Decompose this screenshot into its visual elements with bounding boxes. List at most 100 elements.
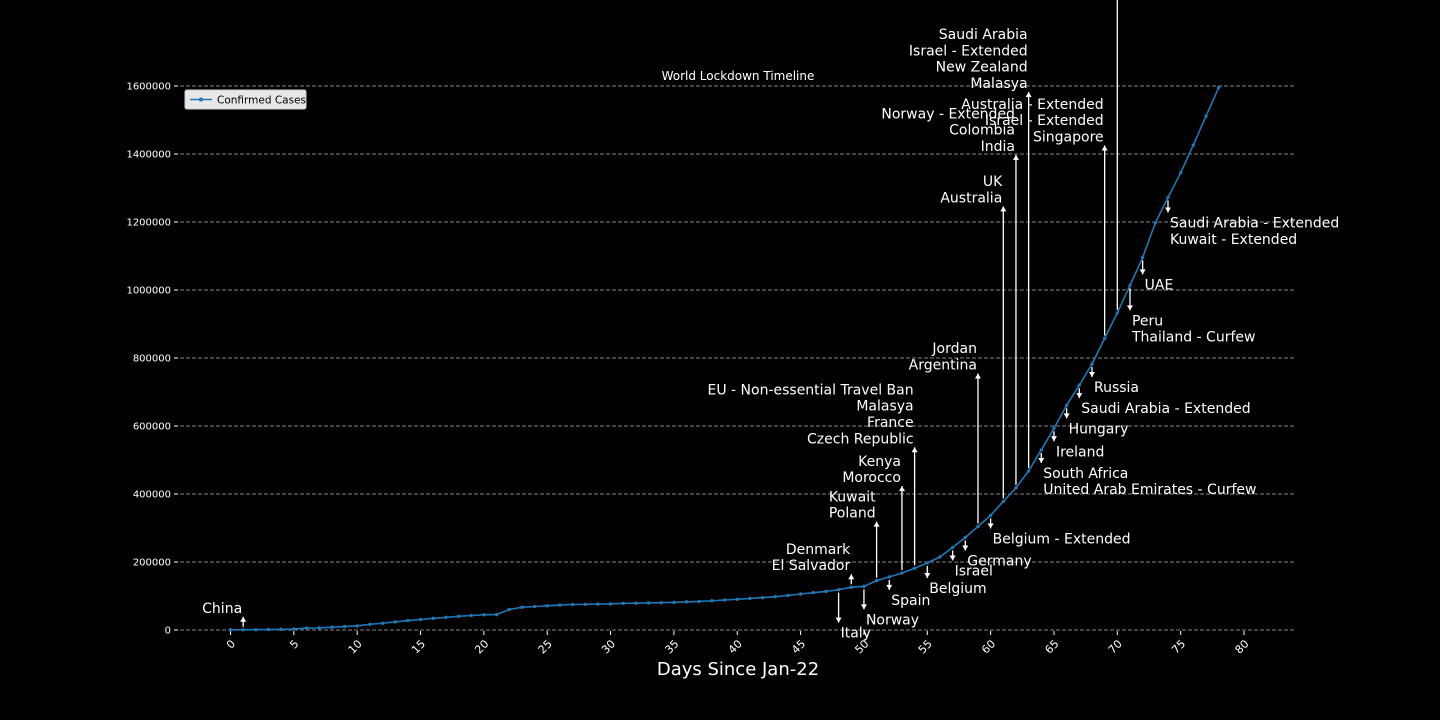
data-point [508,608,511,611]
annotation-arrowhead [924,573,930,578]
x-tick-label: 55 [916,637,935,656]
annotation-label: Ireland [1056,444,1104,460]
annotation-label: Russia [1094,380,1139,396]
data-point [355,624,358,627]
annotation-label: Morocco [842,470,901,486]
data-point [1154,221,1157,224]
annotation-label: Hungary [1069,421,1129,437]
data-point [432,617,435,620]
y-tick-label: 600000 [133,422,171,433]
annotation-label: Kuwait [829,489,876,505]
annotation-label: Czech Republic [807,431,914,447]
annotation-arrowhead [1102,145,1108,150]
annotation-arrowhead [861,604,867,609]
annotation-arrowhead [912,447,918,452]
series-layer [229,86,1221,632]
data-point [229,628,232,631]
annotation-label: UK [983,174,1003,190]
annotation-label: India [981,139,1015,155]
data-point [267,628,270,631]
annotation-arrowhead [1064,413,1070,418]
data-point [254,628,257,631]
annotation-arrowhead [1127,305,1133,310]
x-tick-label: 80 [1232,637,1251,656]
y-tick-label: 1400000 [126,150,171,161]
data-point [938,555,941,558]
annotation-arrowhead [886,585,892,590]
annotation-label: Israel - Extended [985,113,1104,129]
x-tick-label: 10 [346,637,365,656]
annotation-label: France [867,415,914,431]
data-point [786,594,789,597]
data-point [698,600,701,603]
y-tick-label: 800000 [133,354,171,365]
data-point [850,586,853,589]
annotation-arrowhead [1089,372,1095,377]
annotation-label: Germany [967,553,1031,569]
data-point [1090,362,1093,365]
data-point [419,618,422,621]
data-point [1166,196,1169,199]
annotation-label: Denmark [786,542,851,558]
data-point [482,613,485,616]
annotation-label: Argentina [909,357,977,373]
annotation-label: Malasya [856,399,913,415]
x-tick-label: 35 [662,637,681,656]
data-point [393,620,396,623]
annotation-label: Kuwait - Extended [1170,232,1297,248]
data-point [672,601,675,604]
data-point [330,626,333,629]
annotation-label: Saudi Arabia - Extended [1081,401,1250,417]
data-point [1040,448,1043,451]
x-tick-label: 5 [287,637,301,651]
data-point [317,626,320,629]
x-tick-label: 65 [1042,637,1061,656]
x-tick-label: 30 [599,637,618,656]
data-point [774,595,777,598]
x-tick-label: 75 [1169,637,1188,656]
data-point [913,567,916,570]
data-point [964,536,967,539]
data-point [634,601,637,604]
annotation-label: Peru [1132,313,1163,329]
annotation-label: UAE [1145,277,1174,293]
data-point [926,561,929,564]
y-axis: 0 200000 400000 600000 800000 1000000 1200000 1… [126,82,178,637]
x-tick-label: 15 [409,637,428,656]
data-point [1141,256,1144,259]
data-point [1052,427,1055,430]
data-point [862,585,865,588]
annotation-arrowhead [1076,393,1082,398]
data-point [710,599,713,602]
annotation-label: EU - Non-essential Travel Ban [707,382,913,398]
annotation-arrowhead [1051,436,1057,441]
data-point [660,601,663,604]
y-tick-label: 0 [165,626,171,637]
data-point [1128,284,1131,287]
data-point [292,627,295,630]
data-point [951,546,954,549]
data-point [495,613,498,616]
annotation-arrowhead [874,522,880,527]
data-point [520,606,523,609]
annotation-label: Kenya [858,454,901,470]
data-point [571,603,574,606]
data-point [976,525,979,528]
data-point [609,602,612,605]
data-point [761,596,764,599]
annotation-arrowhead [848,574,854,579]
data-point [736,598,739,601]
data-point [647,601,650,604]
data-point [241,628,244,631]
data-point [875,579,878,582]
y-tick-label: 1600000 [126,82,171,93]
x-tick-label: 60 [979,637,998,656]
data-point [1192,143,1195,146]
annotations-layer: ChinaItalyDenmarkEl SalvadorNorwayKuwait… [202,0,1339,642]
annotation-label: Israel - Extended [909,43,1028,59]
annotation-arrowhead [1013,155,1019,160]
data-point [368,623,371,626]
x-tick-label: 0 [224,637,238,651]
annotation-arrowhead [962,545,968,550]
